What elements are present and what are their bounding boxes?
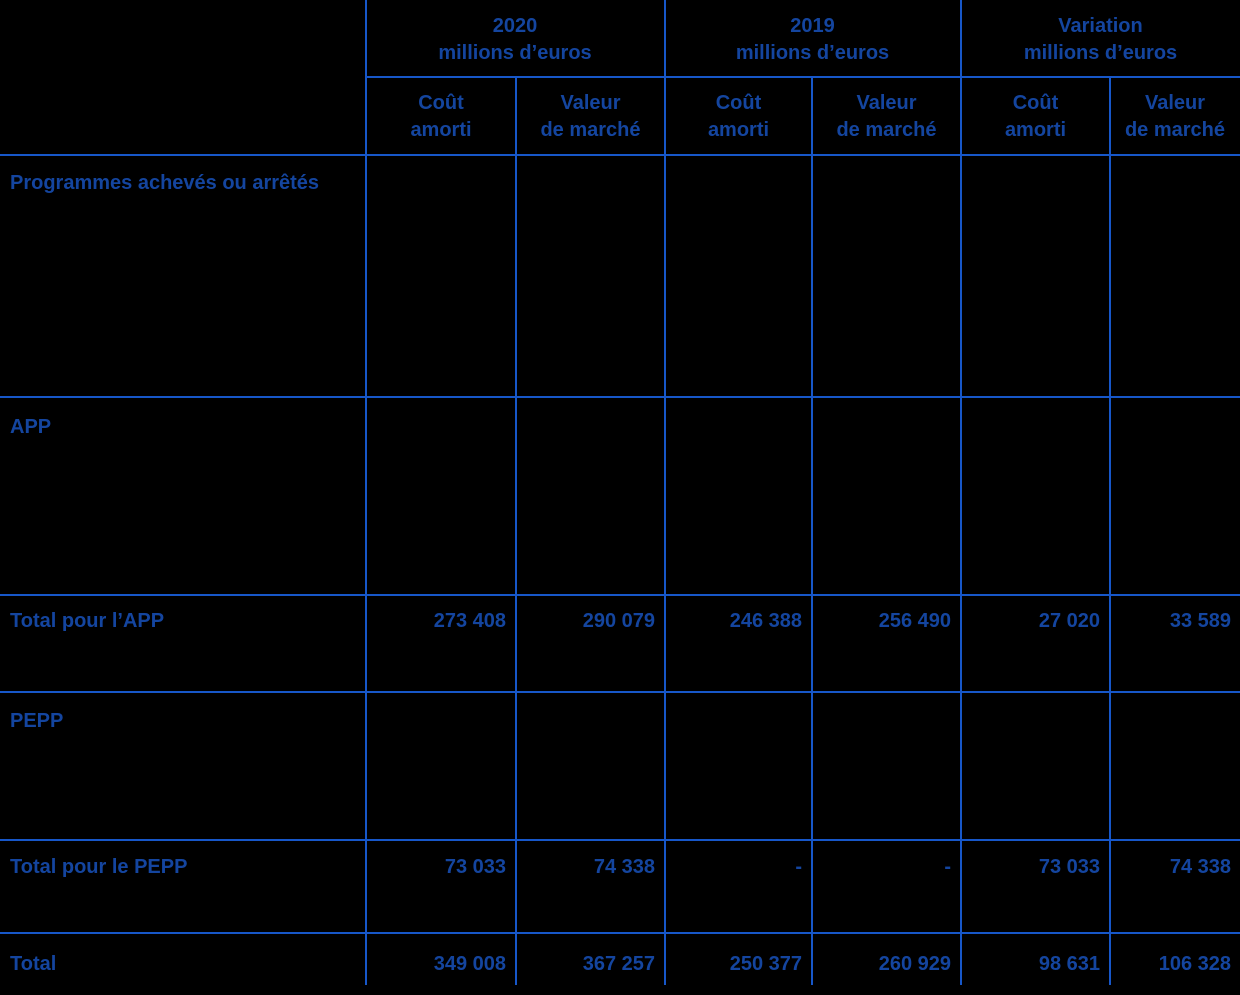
cell-total-app-2019-cout: 246 388: [729, 610, 802, 632]
gridline-under-programmes: [0, 396, 1240, 398]
col-header-line2: de marché: [1124, 119, 1226, 141]
cell-total-pepp-2019-valeur: -: [944, 856, 951, 878]
gridline-under-subheaders: [0, 154, 1240, 156]
cell-total-app-2019-valeur: 256 490: [878, 610, 951, 632]
cell-total-pepp-variation-cout: 73 033: [1038, 856, 1100, 878]
gridline-col-2020-mid: [515, 76, 517, 985]
gridline-col-variation-mid: [1109, 76, 1111, 985]
cell-total-app-2020-cout: 273 408: [433, 610, 506, 632]
gridline-col-2019-mid: [811, 76, 813, 985]
column-group-2020-subtitle: millions d’euros: [438, 42, 592, 64]
col-header-line1: Coût: [715, 92, 762, 114]
cell-total-app-variation-cout: 27 020: [1038, 610, 1100, 632]
column-group-variation-title: Variation: [1058, 15, 1143, 37]
row-label-app: APP: [10, 416, 52, 438]
col-header-valeur-marche-2020: Valeur de marché: [516, 90, 665, 144]
cell-total-2019-valeur: 260 929: [878, 953, 951, 975]
cell-total-pepp-2020-valeur: 74 338: [593, 856, 655, 878]
col-header-line1: Coût: [1012, 92, 1059, 114]
column-group-2019-title: 2019: [790, 15, 835, 37]
row-label-total: Total: [10, 953, 57, 975]
cell-total-variation-valeur: 106 328: [1158, 953, 1231, 975]
column-group-2020-title: 2020: [492, 15, 538, 37]
col-header-line1: Valeur: [856, 92, 917, 114]
cell-total-2020-valeur: 367 257: [582, 953, 655, 975]
column-group-2019: 2019 millions d’euros: [666, 13, 959, 67]
gridline-under-total-app: [0, 691, 1240, 693]
col-header-cout-amorti-variation: Coût amorti: [961, 90, 1110, 144]
row-label-total-app: Total pour l’APP: [10, 610, 165, 632]
col-header-valeur-marche-2019: Valeur de marché: [812, 90, 961, 144]
col-header-line2: amorti: [1004, 119, 1067, 141]
cell-total-pepp-2020-cout: 73 033: [444, 856, 506, 878]
col-header-line1: Coût: [418, 92, 464, 114]
cell-total-variation-cout: 98 631: [1038, 953, 1100, 975]
col-header-line1: Valeur: [1144, 92, 1206, 114]
cell-total-app-2020-valeur: 290 079: [582, 610, 655, 632]
row-label-total-pepp: Total pour le PEPP: [10, 856, 188, 878]
column-group-2020: 2020 millions d’euros: [367, 13, 663, 67]
row-label-pepp: PEPP: [10, 710, 64, 732]
col-header-line2: amorti: [410, 119, 472, 141]
col-header-line1: Valeur: [560, 92, 621, 114]
gridline-under-year-headers: [365, 76, 1240, 78]
col-header-cout-amorti-2020: Coût amorti: [366, 90, 516, 144]
gridline-under-app: [0, 594, 1240, 596]
column-group-variation: Variation millions d’euros: [962, 13, 1239, 67]
cell-total-2019-cout: 250 377: [729, 953, 802, 975]
col-header-line2: de marché: [836, 119, 937, 141]
gridline-col-label-right: [365, 0, 367, 985]
cell-total-pepp-2019-cout: -: [795, 856, 802, 878]
column-group-2019-subtitle: millions d’euros: [735, 42, 890, 64]
gridline-col-2020-right: [664, 0, 666, 985]
cell-total-pepp-variation-valeur: 74 338: [1169, 856, 1231, 878]
column-group-variation-subtitle: millions d’euros: [1023, 42, 1178, 64]
col-header-cout-amorti-2019: Coût amorti: [665, 90, 812, 144]
col-header-line2: amorti: [707, 119, 770, 141]
col-header-line2: de marché: [540, 119, 641, 141]
row-label-programmes-acheves: Programmes achevés ou arrêtés: [10, 172, 320, 194]
col-header-valeur-marche-variation: Valeur de marché: [1110, 90, 1240, 144]
gridline-under-total-pepp: [0, 932, 1240, 934]
cell-total-2020-cout: 349 008: [433, 953, 506, 975]
gridline-col-2019-right: [960, 0, 962, 985]
cell-total-app-variation-valeur: 33 589: [1169, 610, 1231, 632]
gridline-under-pepp: [0, 839, 1240, 841]
